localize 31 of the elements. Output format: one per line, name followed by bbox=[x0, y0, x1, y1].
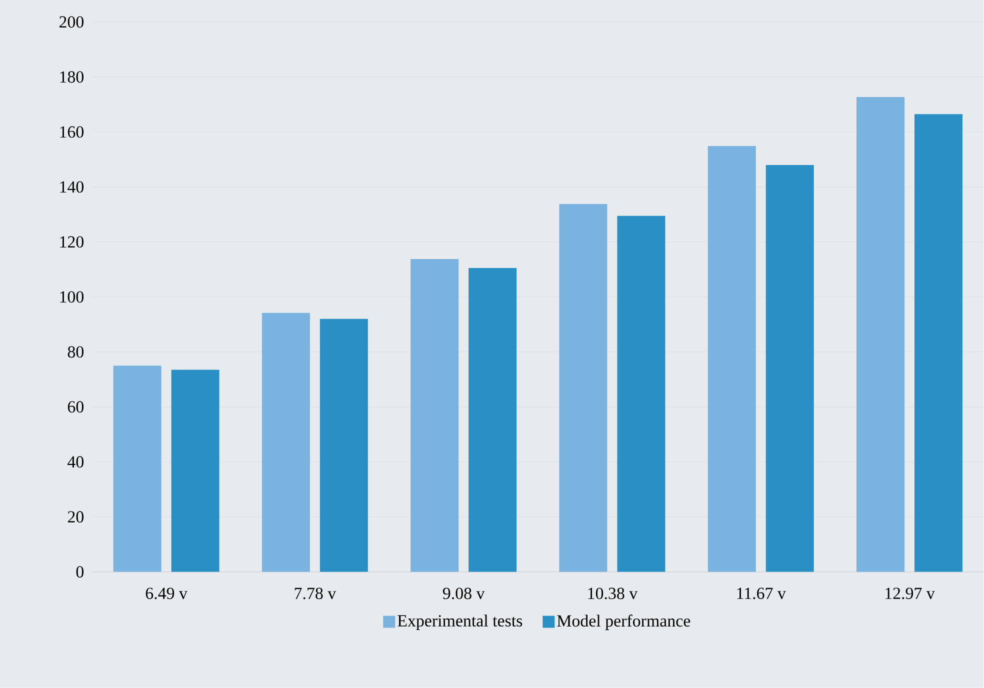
y-tick-label: 60 bbox=[68, 401, 84, 413]
bar bbox=[171, 370, 220, 572]
y-tick-label: 180 bbox=[60, 71, 84, 83]
x-tick-label: 11.67 v bbox=[737, 588, 786, 600]
x-tick-label: 12.97 v bbox=[886, 588, 935, 600]
y-tick-label: 100 bbox=[60, 291, 84, 303]
legend-label: Model performance bbox=[557, 614, 690, 630]
x-tick-label: 6.49 v bbox=[146, 588, 188, 600]
y-tick-label: 140 bbox=[60, 181, 84, 193]
x-tick-label: 10.38 v bbox=[588, 588, 638, 600]
y-tick-label: 200 bbox=[60, 16, 84, 28]
y-tick-label: 120 bbox=[60, 236, 84, 248]
bar bbox=[113, 366, 162, 572]
bar bbox=[262, 312, 310, 572]
bar bbox=[468, 268, 517, 572]
x-tick-label: 7.78 v bbox=[294, 588, 336, 600]
bar bbox=[914, 114, 962, 572]
y-tick-label: 0 bbox=[76, 566, 84, 578]
bar bbox=[708, 146, 756, 572]
y-tick-label: 160 bbox=[60, 126, 84, 138]
bar bbox=[410, 259, 459, 572]
bar bbox=[617, 216, 666, 572]
bar bbox=[320, 319, 368, 572]
y-tick-label: 80 bbox=[68, 346, 84, 358]
bar bbox=[559, 204, 608, 572]
legend-label: Experimental tests bbox=[398, 614, 522, 630]
bar bbox=[766, 165, 814, 572]
y-tick-label: 20 bbox=[68, 511, 84, 523]
x-tick-label: 9.08 v bbox=[442, 588, 485, 600]
bar bbox=[856, 97, 904, 572]
y-tick-label: 40 bbox=[68, 456, 84, 468]
